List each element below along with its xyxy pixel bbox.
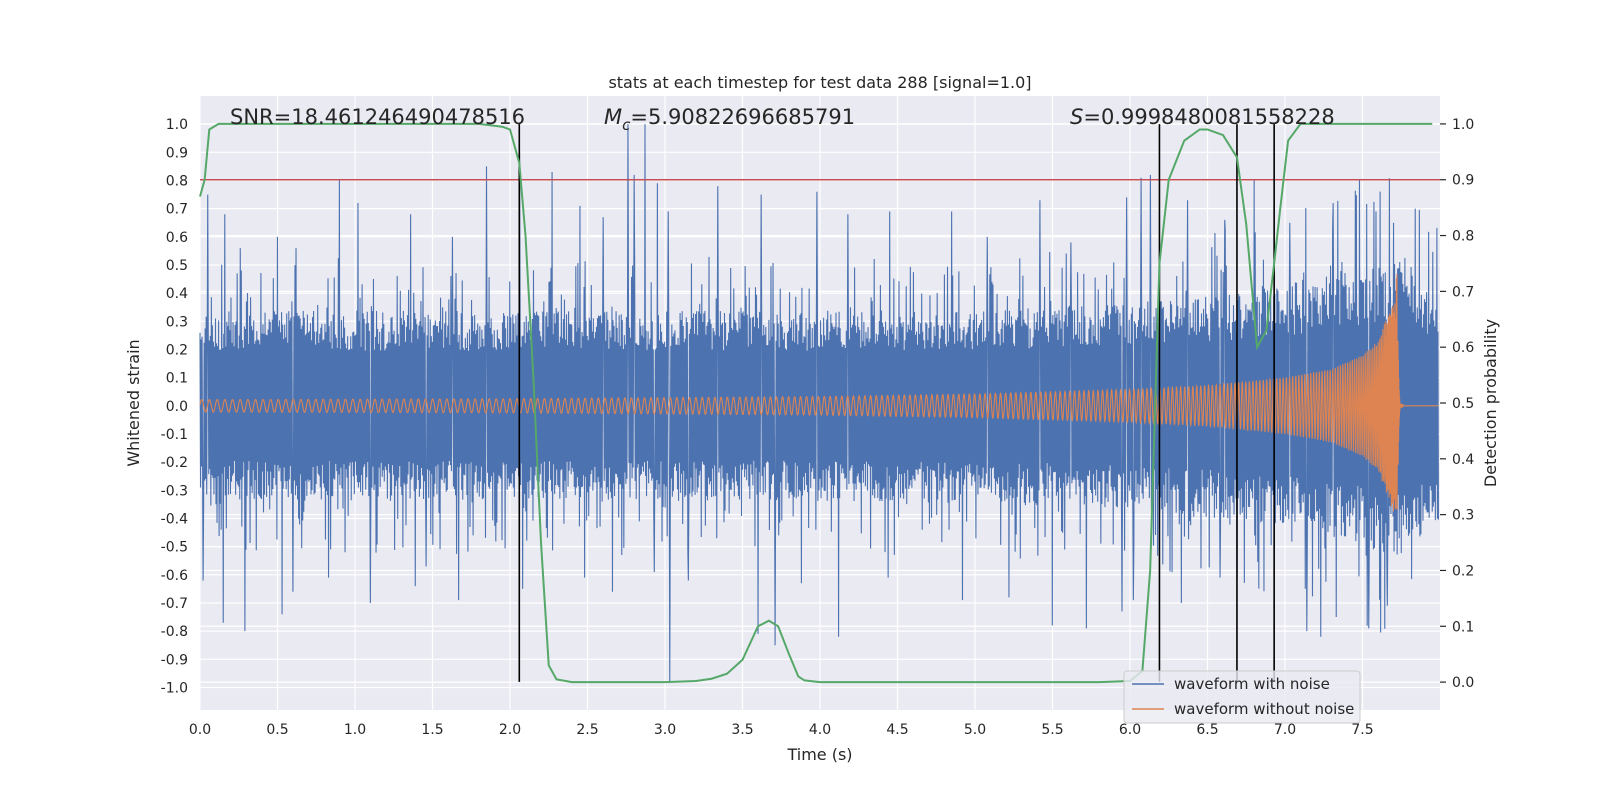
x-axis-label: Time (s) [786,745,852,764]
legend: waveform with noise waveform without noi… [1123,670,1361,724]
y-tick-label: -0.7 [161,596,188,612]
y-tick-label: 0.9 [166,145,188,161]
y2-tick-label: 0.9 [1452,173,1474,189]
snr-annotation: SNR=18.461246490478516 [230,105,525,129]
chirp-mass-subscript: c [622,116,631,134]
x-tick-label: 5.0 [964,722,986,738]
x-tick-label: 1.5 [421,722,443,738]
x-tick-label: 6.5 [1196,722,1218,738]
x-tick-label: 0.0 [189,722,211,738]
x-tick-label: 7.0 [1274,722,1296,738]
x-tick-label: 3.5 [731,722,753,738]
chirp-mass-value: =5.90822696685791 [630,105,855,129]
series-waveform-with-noise [199,124,1439,682]
x-tick-label: 1.0 [344,722,366,738]
y2-tick-label: 1.0 [1452,117,1474,133]
y-tick-label: 0.4 [166,286,188,302]
chirp-mass-symbol: M [604,105,622,129]
y-tick-label: -0.6 [161,568,188,584]
y2-axis-label: Detection probability [1481,319,1500,487]
score-annotation: S=0.9998480081558228 [1070,105,1335,129]
y2-axis-ticks: 0.0 0.1 0.2 0.3 0.4 0.5 0.6 0.7 0.8 0.9 1.0 [1440,117,1474,691]
y-tick-label: 0.5 [166,258,188,274]
x-tick-label: 0.5 [266,722,288,738]
x-tick-label: 5.5 [1041,722,1063,738]
chirp-mass-annotation: Mc=5.90822696685791 [604,105,855,134]
x-tick-label: 4.5 [886,722,908,738]
y2-tick-label: 0.5 [1452,396,1474,412]
y-tick-label: -0.1 [161,427,188,443]
y-tick-label: -0.5 [161,540,188,556]
y2-tick-label: 0.3 [1452,508,1474,524]
x-tick-label: 2.5 [576,722,598,738]
y2-tick-label: 0.4 [1452,452,1474,468]
y2-tick-label: 0.7 [1452,284,1474,300]
x-tick-label: 2.0 [499,722,521,738]
legend-label-waveform-without-noise: waveform without noise [1174,700,1354,718]
y-tick-label: -0.3 [161,483,188,499]
y2-tick-label: 0.6 [1452,340,1474,356]
y-tick-label: -0.8 [161,624,188,640]
legend-box [1123,670,1361,724]
x-axis-ticks: 0.0 0.5 1.0 1.5 2.0 2.5 3.0 3.5 4.0 4.5 5.0 5.5 6.0 6… [189,722,1374,738]
y-tick-label: 0.1 [166,371,188,387]
chirp-waveform-line [199,273,1439,512]
x-tick-label: 4.0 [809,722,831,738]
series-waveform-without-noise [199,273,1439,512]
score-value: =0.9998480081558228 [1083,105,1334,129]
y2-tick-label: 0.8 [1452,229,1474,245]
y-axis-label: Whitened strain [124,339,143,466]
y2-tick-label: 0.0 [1452,675,1474,691]
y-tick-label: 0.7 [166,202,188,218]
y-tick-label: 0.0 [166,399,188,415]
y-tick-label: 0.8 [166,173,188,189]
x-tick-label: 3.0 [654,722,676,738]
y-tick-label: -0.9 [161,652,188,668]
noise-waveform-line [199,124,1439,682]
score-symbol: S [1070,105,1083,129]
y2-tick-label: 0.2 [1452,563,1474,579]
series-detection-probability [199,122,1433,684]
y-tick-label: 0.3 [166,314,188,330]
y-tick-label: 0.2 [166,342,188,358]
y-tick-label: 1.0 [166,117,188,133]
vertical-lines [518,124,1275,682]
y-tick-label: 0.6 [166,230,188,246]
y-tick-label: -0.2 [161,455,188,471]
y-tick-label: -0.4 [161,511,188,527]
y2-tick-label: 0.1 [1452,619,1474,635]
y-axis-ticks: -1.0 -0.9 -0.8 -0.7 -0.6 -0.5 -0.4 -0.3 -0.2 -0.1… [161,117,188,696]
chart-title: stats at each timestep for test data 288… [608,73,1031,92]
detection-probability-line [199,122,1433,684]
x-tick-label: 7.5 [1351,722,1373,738]
y-tick-label: -1.0 [161,680,188,696]
x-tick-label: 6.0 [1119,722,1141,738]
legend-label-waveform-with-noise: waveform with noise [1174,675,1330,693]
